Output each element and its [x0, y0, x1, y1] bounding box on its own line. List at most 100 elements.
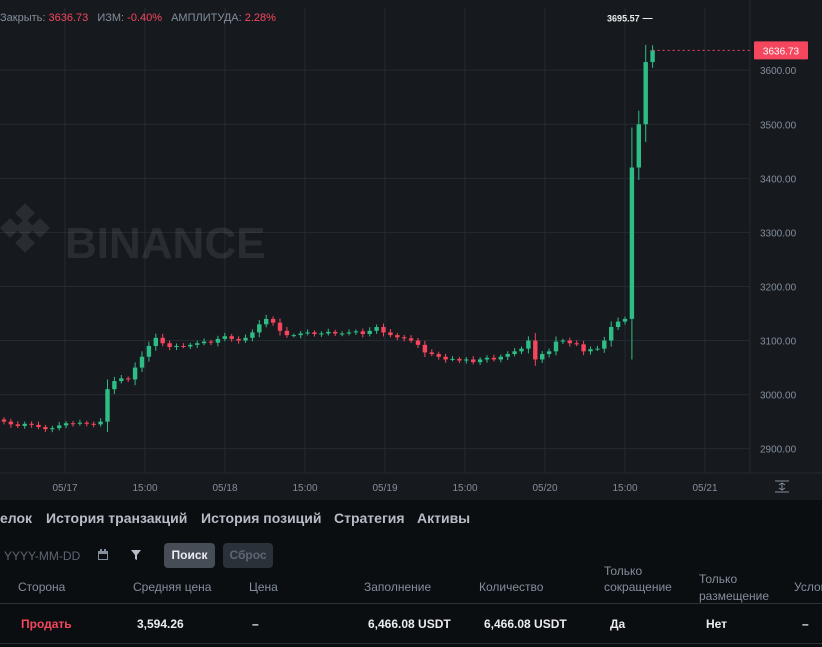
row-price: – [252, 617, 259, 631]
candle-up [195, 343, 200, 345]
candle-down [1, 419, 7, 422]
candle-down [277, 322, 283, 331]
calendar-icon[interactable] [97, 549, 109, 561]
y-tick-label: 2900.00 [760, 445, 797, 456]
candle-up [602, 340, 607, 349]
row-filled: 6,466.08 USDT [368, 617, 451, 631]
filter-icon[interactable] [130, 549, 142, 561]
header-post-only-top: Только [699, 572, 738, 586]
candle-up [560, 340, 566, 342]
candle-up [257, 324, 262, 333]
tab-history[interactable]: елок [0, 510, 33, 526]
candle-down [91, 423, 96, 425]
auto-scale-icon[interactable] [775, 480, 789, 493]
tab-transaction-history[interactable]: История транзакций [46, 510, 188, 526]
candle-down [36, 424, 41, 428]
y-tick-label: 3200.00 [760, 282, 797, 293]
y-tick-label: 3300.00 [760, 228, 797, 239]
candle-up [112, 381, 117, 390]
candle-down [422, 344, 428, 353]
divider [0, 603, 822, 604]
candle-down [471, 359, 476, 363]
candle-up [464, 359, 469, 361]
candle-up [174, 345, 179, 348]
candle-up [505, 354, 510, 357]
candle-down [429, 352, 434, 355]
reset-button[interactable]: Сброс [223, 543, 273, 568]
change-value: -0.40% [127, 12, 163, 24]
row-side: Продать [21, 617, 72, 631]
close-label: Закрыть: [0, 12, 46, 24]
candle-down [229, 336, 234, 339]
candle-up [319, 333, 324, 335]
candle-down [70, 423, 76, 425]
table-row[interactable]: Продать 3,594.26 – 6,466.08 USDT 6,466.0… [0, 604, 822, 644]
candle-up [367, 330, 372, 335]
candle-down [43, 427, 48, 430]
tab-position-history[interactable]: История позиций [201, 510, 322, 526]
candle-up [77, 422, 83, 424]
candle-up [105, 389, 110, 422]
candle-up [526, 340, 531, 349]
date-input[interactable]: YYYY-MM-DD [4, 549, 81, 563]
x-tick-label: 05/21 [692, 483, 717, 494]
candle-down [160, 337, 165, 344]
candle-up [636, 124, 641, 168]
candle-up [98, 421, 103, 425]
candle-down [333, 331, 338, 334]
candle-up [595, 348, 600, 350]
chart-panel[interactable]: 3600.00 3500.00 3400.00 3300.00 3200.00 3100.… [0, 0, 822, 500]
x-tick-label: 05/19 [372, 483, 397, 494]
filter-bar: YYYY-MM-DD Поиск Сброс [0, 543, 822, 571]
candle-up [139, 356, 145, 368]
amplitude-label: АМПЛИТУДА: [171, 12, 242, 24]
row-condition: – [802, 617, 809, 631]
header-reduce-only: сокращение [604, 580, 672, 594]
candle-down [15, 424, 20, 426]
candle-down [402, 337, 407, 339]
row-reduce-only: Да [610, 617, 626, 631]
tab-strategy[interactable]: Стратегия [334, 510, 405, 526]
candle-up [629, 167, 635, 319]
candle-down [388, 332, 393, 336]
header-reduce-only-top: Только [604, 564, 643, 578]
header-avg-price: Средняя цена [133, 580, 212, 594]
candle-up [374, 327, 379, 331]
candle-up [339, 333, 345, 335]
candle-up [201, 341, 207, 344]
candle-down [284, 330, 290, 336]
x-tick-label: 15:00 [292, 483, 317, 494]
candle-up [250, 332, 255, 338]
candle-up [132, 367, 138, 380]
candle-up [615, 321, 621, 328]
candle-up [22, 423, 27, 426]
candle-down [236, 338, 241, 341]
candle-up [50, 428, 55, 430]
candle-up [264, 318, 269, 325]
candle-up [622, 318, 628, 322]
x-tick-label: 15:00 [132, 483, 157, 494]
candle-down [457, 358, 462, 361]
candle-down [443, 356, 448, 360]
x-tick-label: 05/20 [532, 483, 557, 494]
header-side: Сторона [18, 580, 66, 594]
candle-up [119, 378, 124, 382]
candle-down [84, 422, 89, 424]
tab-assets[interactable]: Активы [417, 510, 471, 526]
candle-down [491, 357, 497, 360]
candle-up [63, 423, 69, 426]
candle-up [609, 327, 614, 341]
candle-down [312, 332, 317, 335]
amplitude-value: 2.28% [244, 12, 276, 24]
y-tick-label: 3100.00 [760, 337, 797, 348]
candlestick-chart[interactable]: 3600.00 3500.00 3400.00 3300.00 3200.00 3100.… [0, 0, 822, 500]
candle-up [650, 50, 655, 63]
header-filled: Заполнение [364, 580, 432, 594]
y-tick-label: 3000.00 [760, 391, 797, 402]
candle-up [57, 425, 62, 429]
candle-up [450, 358, 455, 360]
candle-down [167, 343, 172, 348]
candle-up [222, 336, 227, 339]
candle-up [477, 359, 483, 363]
search-button[interactable]: Поиск [164, 543, 215, 568]
